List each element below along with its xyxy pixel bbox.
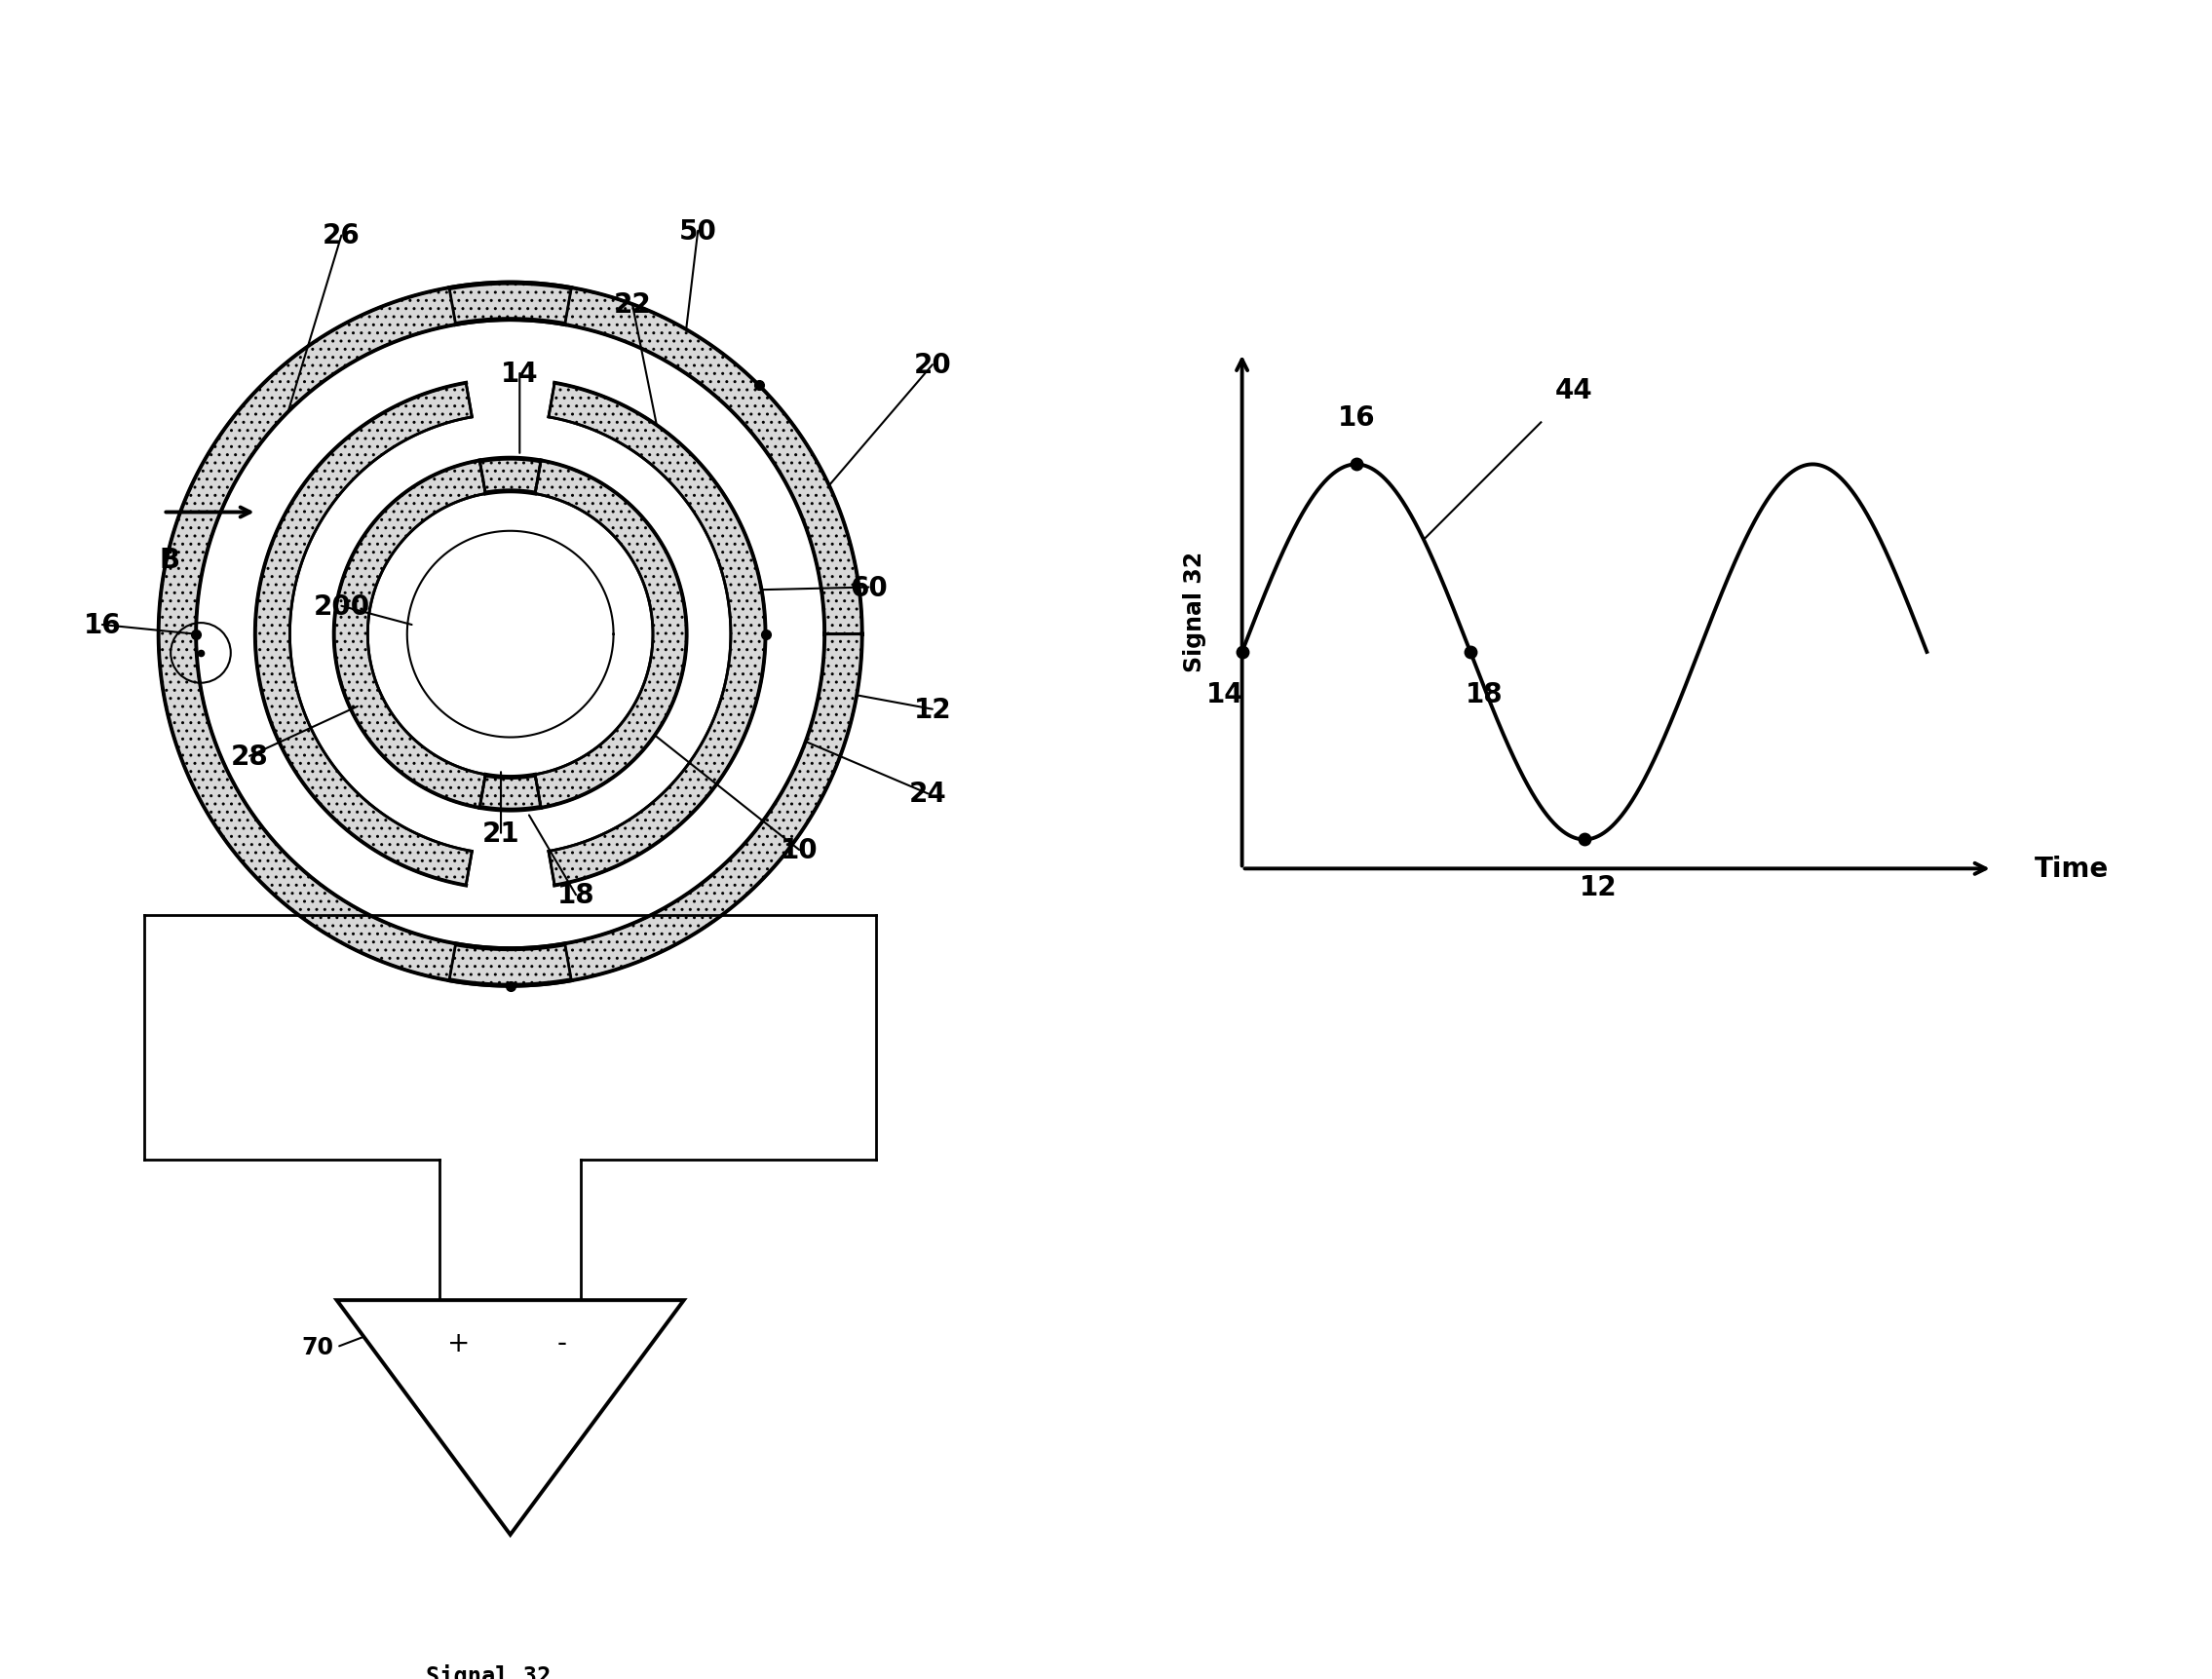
- Text: 14: 14: [1206, 682, 1243, 709]
- Text: 10: 10: [781, 836, 818, 865]
- Text: 28: 28: [230, 742, 268, 771]
- Text: 18: 18: [1467, 682, 1504, 709]
- Polygon shape: [159, 284, 863, 986]
- Text: Signal 32: Signal 32: [1183, 551, 1208, 672]
- Text: 22: 22: [613, 290, 650, 319]
- Polygon shape: [480, 460, 540, 492]
- Polygon shape: [535, 462, 686, 808]
- Text: 44: 44: [1555, 376, 1593, 405]
- Text: -: -: [557, 1328, 566, 1357]
- Text: 21: 21: [482, 819, 520, 846]
- Polygon shape: [336, 1300, 684, 1535]
- Text: 12: 12: [1579, 873, 1617, 900]
- Text: Signal 32: Signal 32: [427, 1664, 551, 1679]
- Text: 16: 16: [1338, 405, 1376, 432]
- Text: 20: 20: [914, 353, 951, 379]
- Text: 18: 18: [557, 881, 595, 908]
- Text: 60: 60: [849, 574, 887, 601]
- Text: 200: 200: [314, 593, 369, 620]
- Polygon shape: [334, 462, 484, 808]
- Polygon shape: [449, 939, 573, 991]
- Text: 16: 16: [84, 611, 122, 640]
- Polygon shape: [449, 279, 573, 331]
- Polygon shape: [549, 383, 765, 887]
- Polygon shape: [254, 383, 471, 887]
- Text: 50: 50: [679, 218, 717, 245]
- Text: Time: Time: [2035, 855, 2108, 883]
- Polygon shape: [480, 777, 540, 809]
- Polygon shape: [449, 945, 571, 984]
- Text: +: +: [447, 1328, 471, 1357]
- Text: 26: 26: [323, 223, 361, 250]
- Text: 12: 12: [914, 697, 951, 724]
- Text: 14: 14: [500, 361, 538, 388]
- Text: 24: 24: [909, 781, 947, 808]
- Text: 70: 70: [301, 1335, 334, 1358]
- Polygon shape: [449, 285, 571, 324]
- Text: $\mathbf{B}$: $\mathbf{B}$: [159, 546, 179, 573]
